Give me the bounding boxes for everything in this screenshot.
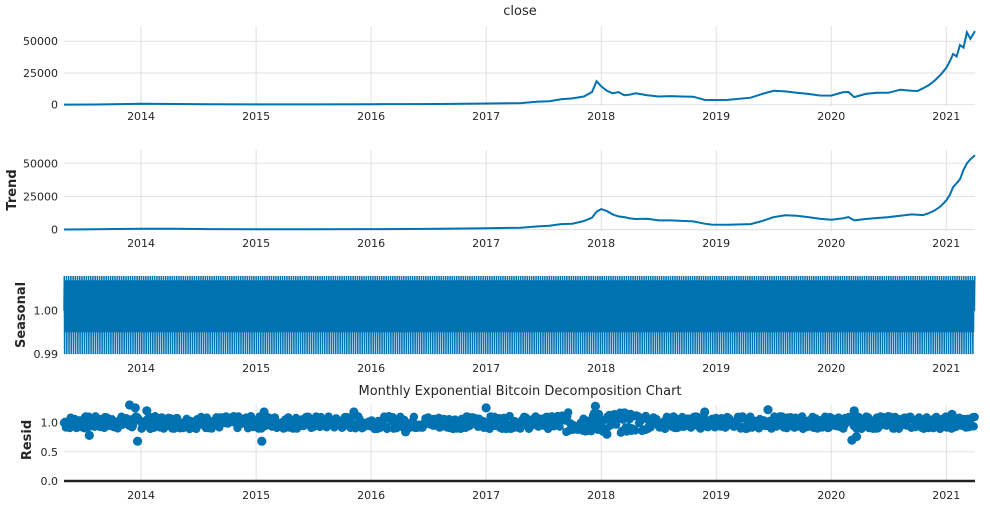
resid-outlier-point: [947, 409, 957, 419]
resid-outlier-point: [763, 405, 773, 415]
x-tick-label: 2016: [357, 110, 385, 123]
resid-point: [587, 427, 596, 436]
x-tick-label: 2016: [357, 489, 385, 502]
x-tick-label: 2019: [702, 237, 730, 250]
resid-point: [555, 422, 564, 431]
x-tick-label: 2014: [127, 362, 155, 375]
x-tick-label: 2021: [932, 110, 960, 123]
y-tick-label: 1.0: [41, 417, 59, 430]
y-label-seasonal: Seasonal: [14, 282, 29, 348]
resid-point: [631, 426, 640, 435]
grid-observed: [64, 26, 975, 106]
panel-title-close: close: [503, 4, 536, 19]
resid-point: [564, 408, 573, 417]
x-tick-label: 2014: [127, 237, 155, 250]
resid-point: [611, 420, 621, 429]
y-tick-label: 25000: [23, 190, 58, 203]
x-tick-label: 2015: [242, 110, 270, 123]
x-axis-seasonal: 2014 2015 2016 2017 2018 2019 2020 2021: [127, 362, 960, 375]
x-tick-label: 2015: [242, 489, 270, 502]
resid-outlier-point: [481, 403, 491, 413]
resid-outlier-point: [401, 427, 411, 437]
resid-outlier-point: [257, 436, 267, 446]
x-tick-label: 2019: [702, 489, 730, 502]
x-tick-label: 2021: [932, 237, 960, 250]
resid-points: [59, 400, 979, 446]
panel-seasonal: Seasonal 0.991.00 2014 2015 2016 2017 2018 20…: [14, 275, 976, 375]
x-tick-label: 2017: [472, 489, 500, 502]
x-tick-label: 2020: [817, 110, 845, 123]
resid-point: [969, 422, 978, 431]
resid-outlier-point: [590, 401, 601, 411]
x-tick-label: 2020: [817, 362, 845, 375]
series-line-seasonal: [63, 275, 976, 355]
resid-outlier-point: [700, 407, 710, 417]
resid-outlier-point: [849, 406, 859, 416]
x-tick-label: 2016: [357, 362, 385, 375]
x-tick-label: 2020: [817, 489, 845, 502]
resid-outlier-point: [602, 429, 612, 439]
x-tick-label: 2019: [702, 362, 730, 375]
x-tick-label: 2017: [472, 237, 500, 250]
x-axis-observed: 2014 2015 2016 2017 2018 2019 2020 2021: [127, 110, 960, 123]
series-line-trend: [63, 154, 976, 231]
y-label-resid: Resid: [20, 420, 35, 460]
y-axis-resid: 0.0 0.5 1.0: [41, 417, 59, 488]
x-axis-trend: 2014 2015 2016 2017 2018 2019 2020 2021: [127, 237, 960, 250]
y-tick-label: 0.99: [34, 348, 59, 361]
x-tick-label: 2018: [587, 362, 615, 375]
y-tick-label: 50000: [23, 35, 58, 48]
resid-point: [382, 424, 392, 434]
y-tick-label: 25000: [23, 67, 58, 80]
resid-point: [409, 412, 419, 421]
resid-point: [128, 421, 138, 430]
x-tick-label: 2017: [472, 362, 500, 375]
series-line-observed: [63, 29, 976, 106]
panel-resid: Monthly Exponential Bitcoin Decompositio…: [20, 384, 979, 502]
resid-point: [970, 412, 979, 422]
y-tick-label: 0.0: [41, 475, 59, 488]
x-tick-label: 2015: [242, 237, 270, 250]
resid-outlier-point: [133, 436, 143, 446]
chart-title: Monthly Exponential Bitcoin Decompositio…: [358, 384, 681, 399]
resid-outlier-point: [84, 430, 94, 440]
x-tick-label: 2018: [587, 237, 615, 250]
y-label-trend: Trend: [5, 169, 20, 210]
x-tick-label: 2014: [127, 110, 155, 123]
y-tick-label: 0: [51, 224, 58, 237]
x-tick-label: 2018: [587, 489, 615, 502]
resid-outlier-point: [851, 432, 862, 442]
resid-point: [284, 413, 293, 422]
y-axis-observed: 0 25000 50000: [23, 35, 58, 111]
resid-outlier-point: [259, 407, 269, 417]
y-axis-trend: 0 25000 50000: [23, 157, 58, 236]
x-tick-label: 2018: [587, 110, 615, 123]
y-tick-label: 0: [51, 99, 58, 112]
y-tick-label: 50000: [23, 157, 58, 170]
resid-outlier-point: [349, 407, 359, 417]
y-axis-seasonal: 0.99 1.00: [34, 305, 59, 361]
y-tick-label: 1.00: [34, 305, 59, 318]
x-tick-label: 2014: [127, 489, 155, 502]
x-tick-label: 2019: [702, 110, 730, 123]
grid-trend: [64, 150, 975, 231]
x-tick-label: 2017: [472, 110, 500, 123]
x-tick-label: 2021: [932, 362, 960, 375]
resid-point: [594, 409, 604, 419]
x-tick-label: 2015: [242, 362, 270, 375]
resid-outlier-point: [142, 406, 152, 416]
y-tick-label: 0.5: [41, 446, 59, 459]
x-tick-label: 2020: [817, 237, 845, 250]
x-tick-label: 2016: [357, 237, 385, 250]
resid-outlier-point: [130, 403, 140, 413]
x-tick-label: 2021: [932, 489, 960, 502]
x-axis-resid: 2014 2015 2016 2017 2018 2019 2020 2021: [127, 489, 960, 502]
